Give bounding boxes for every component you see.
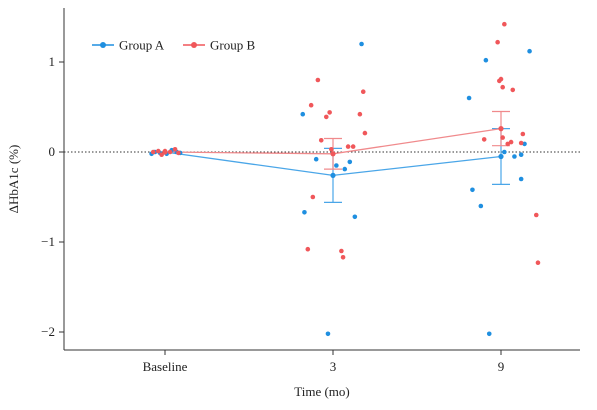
data-point-group-b [533, 212, 539, 218]
data-point-group-a [466, 95, 472, 101]
data-point-group-a [502, 149, 507, 155]
mean-marker-group-a [498, 153, 504, 160]
data-point-group-b [150, 149, 156, 155]
mean-marker-group-a [330, 172, 336, 178]
data-point-group-b [340, 254, 346, 260]
data-point-group-a [342, 166, 348, 172]
data-point-group-b [315, 77, 321, 83]
legend-label-group-b: Group B [210, 38, 255, 53]
data-point-group-b [510, 87, 516, 93]
data-point-group-b [500, 84, 505, 90]
data-point-group-a [352, 214, 358, 220]
data-point-group-b [518, 140, 524, 146]
data-point-group-a [518, 176, 524, 182]
mean-marker-group-b [498, 126, 504, 132]
data-point-group-b [305, 246, 311, 252]
data-point-group-b [495, 39, 500, 45]
data-point-group-a [325, 331, 331, 337]
data-point-group-b [176, 150, 181, 156]
data-point-group-b [520, 131, 526, 137]
data-point-group-a [300, 111, 306, 117]
data-point-group-b [172, 147, 178, 152]
data-point-group-b [159, 152, 164, 157]
data-point-group-b [505, 141, 511, 147]
data-point-group-a [512, 154, 517, 159]
data-point-group-b [500, 135, 505, 140]
data-point-group-b [167, 149, 173, 155]
mean-marker-group-b [330, 151, 336, 157]
data-point-group-b [329, 147, 334, 152]
data-point-group-b [357, 111, 363, 117]
data-point-group-b [360, 89, 366, 94]
data-point-group-a [486, 331, 492, 337]
x-tick-label: Baseline [143, 359, 188, 374]
mean-marker-group-b [162, 149, 168, 155]
data-point-group-b [339, 248, 344, 254]
x-tick-label: 9 [498, 359, 505, 374]
data-point-group-a [527, 48, 532, 54]
data-point-group-a [313, 156, 319, 162]
mean-lines-layer [164, 110, 510, 203]
data-point-group-b [498, 76, 504, 82]
y-tick-label: 1 [49, 54, 56, 69]
data-point-group-a [470, 187, 475, 193]
data-point-group-a [302, 210, 307, 215]
data-point-group-b [345, 144, 351, 149]
data-point-group-b [310, 194, 316, 200]
data-point-group-a [518, 152, 524, 157]
data-point-group-b [155, 148, 161, 154]
data-point-group-a [334, 163, 339, 168]
y-tick-label: −2 [41, 324, 55, 339]
data-point-group-b [327, 110, 332, 115]
legend-item-group-b: Group B [183, 38, 255, 53]
data-point-group-a [478, 203, 484, 209]
data-point-group-a [483, 57, 489, 63]
data-point-group-b [535, 260, 541, 266]
data-point-group-b [323, 114, 329, 120]
legend-marker-group-b [191, 42, 197, 48]
data-point-group-b [308, 102, 314, 108]
legend: Group A Group B [92, 38, 255, 53]
data-point-group-a [347, 159, 353, 165]
y-tick-label: −1 [41, 234, 55, 249]
legend-marker-group-a [100, 42, 106, 48]
data-point-group-b [350, 144, 356, 149]
y-tick-label: 0 [49, 144, 56, 159]
legend-item-group-a: Group A [92, 38, 165, 53]
data-point-group-a [359, 41, 364, 47]
axes-layer: −2 −1 0 1 Baseline 3 9 [41, 8, 580, 374]
x-tick-label: 3 [330, 359, 337, 374]
scatter-points-layer [149, 21, 541, 337]
data-point-group-b [362, 130, 368, 136]
y-axis-title: ΔHbA1c (%) [6, 145, 21, 214]
legend-label-group-a: Group A [119, 38, 165, 53]
data-point-group-b [318, 138, 324, 143]
data-point-group-b [481, 137, 487, 142]
data-point-group-b [508, 139, 514, 145]
x-axis-title: Time (mo) [294, 384, 350, 399]
data-point-group-b [502, 21, 507, 27]
